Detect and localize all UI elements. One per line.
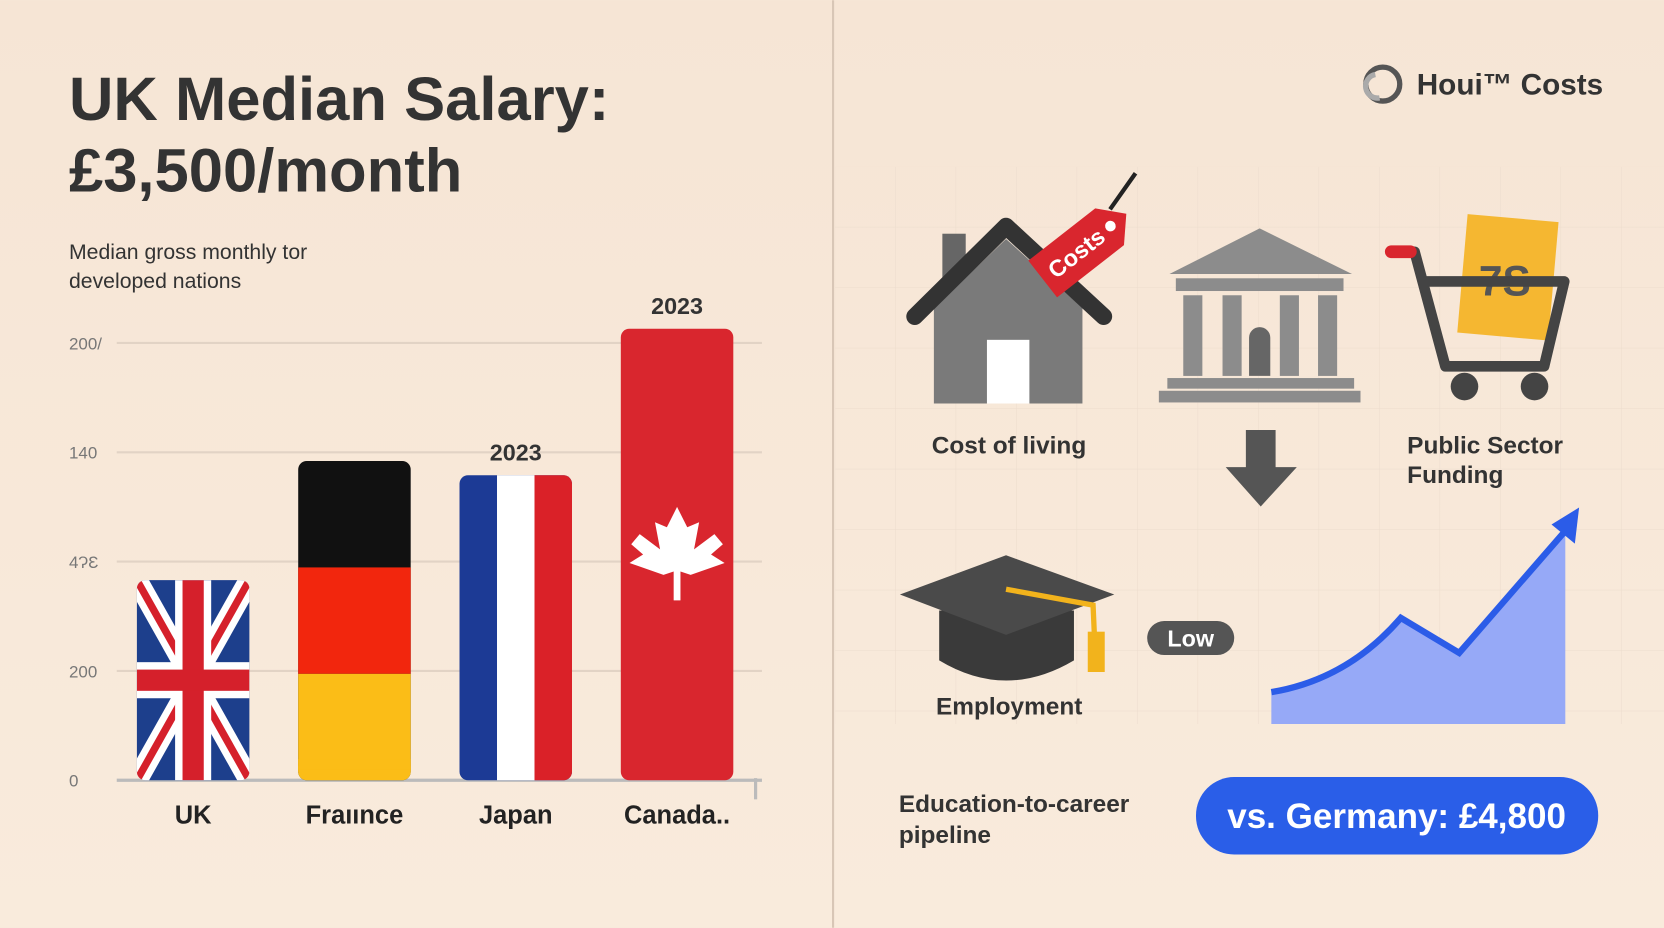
label: Employment bbox=[936, 693, 1082, 720]
bar-note: 2023 bbox=[651, 293, 703, 319]
right-panel: Houi™ Costs Costs 7S bbox=[899, 64, 1603, 855]
y-tick-label: 200/ bbox=[69, 334, 102, 353]
low-text: Low bbox=[1167, 626, 1214, 652]
chart: UK Median Salary: £3,500/month Median gr… bbox=[69, 65, 762, 830]
logo-icon bbox=[1362, 71, 1381, 101]
down-arrow bbox=[1225, 430, 1297, 507]
title-line: £3,500/month bbox=[69, 136, 462, 205]
flag-part bbox=[298, 567, 411, 674]
y-tick-label: 4ɁƐ bbox=[69, 553, 99, 572]
flag-part bbox=[534, 475, 572, 781]
label: pipeline bbox=[899, 822, 991, 849]
trend-line bbox=[1270, 528, 1568, 696]
title-line: UK Median Salary: bbox=[69, 65, 609, 134]
bar-note: 2023 bbox=[490, 439, 542, 465]
flag-part bbox=[298, 759, 411, 770]
label: Education-to-career bbox=[899, 791, 1130, 818]
label: Public Sector bbox=[1407, 432, 1563, 459]
trend-arrow bbox=[1551, 507, 1580, 544]
x-tick-label: Canada.. bbox=[624, 802, 730, 830]
cart-icon: 7S bbox=[1384, 214, 1570, 401]
flag-part bbox=[136, 669, 250, 691]
x-tick-label: Japan bbox=[479, 802, 553, 830]
bank-icon bbox=[1158, 228, 1361, 403]
y-tick-label: 140 bbox=[69, 444, 97, 463]
x-tick-label: Fraıınce bbox=[306, 802, 404, 830]
grad-cap bbox=[899, 555, 1115, 681]
label: Cost of living bbox=[932, 432, 1086, 459]
maple-leaf bbox=[629, 506, 725, 601]
y-tick-label: 0 bbox=[69, 772, 78, 791]
compare-text[interactable]: vs. Germany: £4,800 bbox=[1227, 797, 1566, 836]
flag bbox=[136, 580, 250, 781]
tag-string bbox=[1108, 172, 1138, 211]
subtitle-line: developed nations bbox=[69, 270, 241, 293]
flag-part bbox=[298, 673, 411, 772]
low-pill bbox=[1147, 621, 1235, 656]
label: Funding bbox=[1407, 462, 1503, 489]
compare-button[interactable] bbox=[1196, 777, 1599, 855]
subtitle-line: Median gross monthly tor bbox=[69, 241, 307, 264]
logo: Houi™ Costs bbox=[1417, 69, 1603, 102]
flag-part bbox=[497, 475, 535, 781]
x-tick-label: UK bbox=[175, 802, 212, 830]
y-tick-label: 200 bbox=[69, 662, 97, 681]
